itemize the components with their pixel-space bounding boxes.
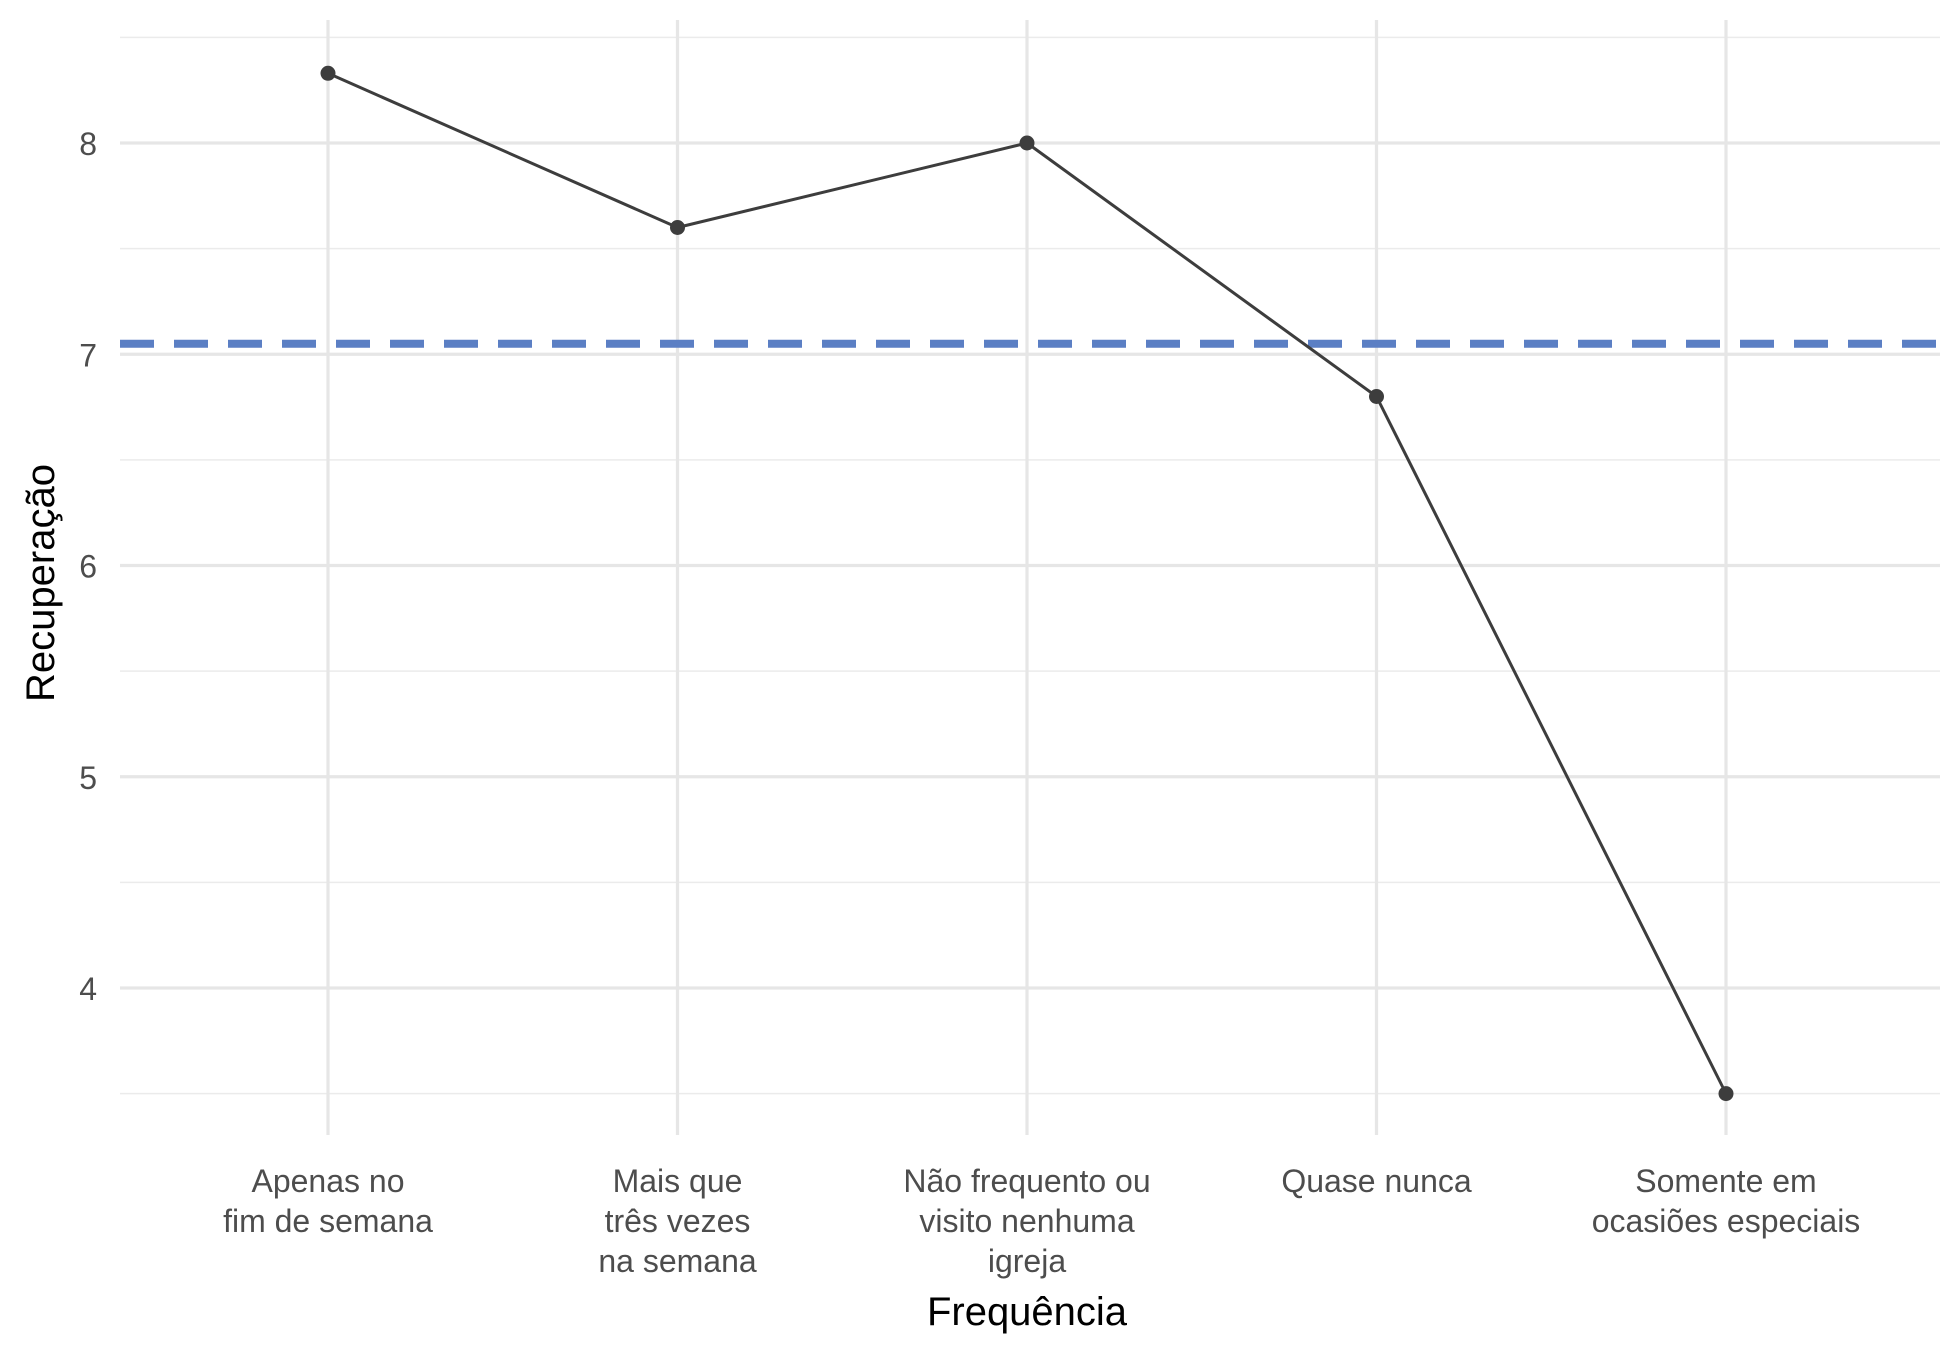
x-tick-label-line: ocasiões especiais (1592, 1203, 1861, 1239)
y-axis-title: Recuperação (19, 464, 63, 702)
series-layer (320, 65, 1734, 1102)
x-tick-label-line: visito nenhuma (919, 1203, 1134, 1239)
x-axis-title: Frequência (927, 1290, 1128, 1334)
x-tick-label: Somente em ocasiões especiais (1592, 1163, 1861, 1239)
x-tick-label-line: fim de semana (223, 1203, 433, 1239)
x-tick-label-line: três vezes (605, 1203, 751, 1239)
x-tick-label: Quase nunca (1281, 1163, 1472, 1199)
minor-gridlines (120, 36, 1940, 1095)
y-tick-label: 5 (79, 760, 97, 796)
data-point (1019, 135, 1035, 151)
major-gridlines (120, 20, 1940, 1135)
x-tick-label-line: Apenas no (251, 1163, 404, 1199)
y-tick-label: 7 (79, 337, 97, 373)
x-tick-label-line: Quase nunca (1281, 1163, 1472, 1199)
data-point (1718, 1086, 1734, 1102)
data-point (670, 220, 685, 235)
x-tick-label-line: Mais que (613, 1163, 743, 1199)
x-tick-label: Apenas no fim de semana (223, 1163, 433, 1239)
data-point (320, 65, 336, 81)
x-tick-label-line: Não frequento ou (903, 1163, 1150, 1199)
y-tick-label: 8 (79, 126, 97, 162)
data-point (1369, 389, 1384, 404)
x-tick-label-line: na semana (598, 1243, 757, 1279)
y-tick-label: 6 (79, 549, 97, 585)
y-tick-labels: 4 5 6 7 8 (79, 126, 97, 1007)
x-tick-label-line: igreja (988, 1243, 1066, 1279)
y-tick-label: 4 (79, 971, 97, 1007)
x-tick-label: Mais que três vezes na semana (598, 1163, 757, 1279)
x-tick-labels: Apenas no fim de semana Mais que três vezes… (223, 1163, 1860, 1279)
x-tick-label: Não frequento ou visito nenhuma igreja (903, 1163, 1150, 1279)
x-tick-label-line: Somente em (1635, 1163, 1816, 1199)
